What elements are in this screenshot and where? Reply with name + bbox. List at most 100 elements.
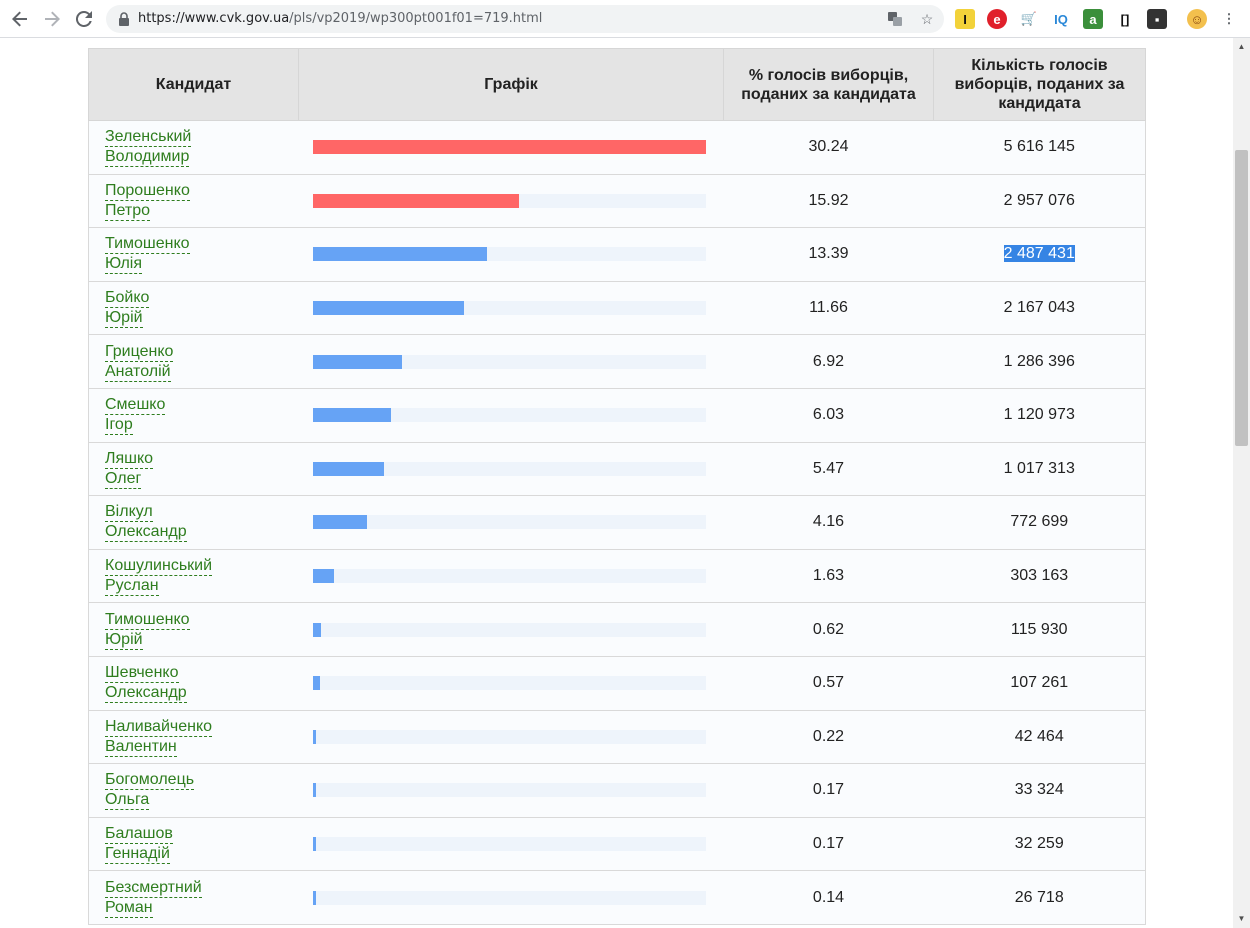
chart-cell	[298, 602, 724, 657]
candidate-name: Шевченко Олександр	[105, 663, 299, 704]
candidate-surname-link[interactable]: Шевченко	[105, 664, 179, 684]
candidate-firstname-link[interactable]: Юрій	[105, 630, 143, 650]
candidate-name: Тимошенко Юрій	[105, 610, 299, 650]
candidate-surname-link[interactable]: Смешко	[105, 396, 166, 416]
candidate-firstname-link[interactable]: Олександр	[105, 684, 187, 704]
candidate-firstname-link[interactable]: Юрій	[105, 309, 143, 329]
candidate-name: Богомолець Ольга	[105, 770, 299, 811]
candidate-surname-link[interactable]: Ляшко	[105, 449, 154, 469]
chart-cell	[298, 334, 724, 389]
extension-red-circle-icon[interactable]: e	[987, 9, 1007, 29]
bar-track	[312, 247, 706, 262]
bar-track	[312, 354, 706, 369]
bar-track	[312, 515, 706, 530]
translate-icon[interactable]	[886, 10, 904, 28]
address-bar[interactable]: https://www.cvk.gov.ua/pls/vp2019/wp300p…	[106, 5, 944, 33]
scroll-down-icon[interactable]: ▼	[1237, 914, 1246, 923]
candidate-surname-link[interactable]: Вілкул	[105, 503, 153, 523]
candidate-firstname-link[interactable]: Роман	[105, 898, 153, 918]
menu-kebab-icon[interactable]: ⋮	[1222, 11, 1236, 26]
table-row: Ляшко Олег 5.47 1 017 313	[88, 442, 1146, 497]
scroll-thumb[interactable]	[1235, 150, 1248, 446]
candidate-name: Наливайченко Валентин	[105, 717, 299, 757]
table-row: Богомолець Ольга 0.17 33 324	[88, 763, 1146, 818]
candidate-firstname-link[interactable]: Юлія	[105, 255, 142, 275]
page-scrollbar[interactable]: ▲ ▼	[1233, 38, 1250, 928]
candidate-firstname-link[interactable]: Анатолій	[105, 362, 171, 382]
votes-cell: 2 957 076	[933, 174, 1146, 229]
profile-avatar-icon[interactable]: ☺	[1187, 9, 1207, 29]
candidate-surname-link[interactable]: Зеленський	[105, 128, 192, 148]
candidate-cell: Гриценко Анатолій	[88, 334, 299, 389]
candidate-cell: Тимошенко Юлія	[88, 227, 299, 282]
candidate-cell: Вілкул Олександр	[88, 495, 299, 550]
candidate-firstname-link[interactable]: Геннадій	[105, 845, 170, 865]
candidate-surname-link[interactable]: Тимошенко	[105, 235, 190, 255]
candidate-cell: Зеленський Володимир	[88, 120, 299, 175]
percent-value: 4.16	[723, 495, 934, 550]
candidate-cell: Богомолець Ольга	[88, 763, 299, 818]
candidate-firstname-link[interactable]: Петро	[105, 201, 150, 221]
votes-value: 2 487 431	[1003, 245, 1075, 263]
candidate-cell: Балашов Геннадій	[88, 817, 299, 872]
extension-cart-icon[interactable]: 🛒	[1020, 11, 1038, 26]
extension-iq-icon[interactable]: IQ	[1054, 11, 1068, 27]
candidate-surname-link[interactable]: Гриценко	[105, 342, 174, 362]
bar-fill	[312, 408, 391, 423]
candidate-cell: Смешко Ігор	[88, 388, 299, 443]
candidate-surname-link[interactable]: Богомолець	[105, 771, 195, 791]
bar-fill	[312, 729, 316, 744]
bar-fill	[312, 783, 316, 798]
table-row: Бойко Юрій 11.66 2 167 043	[88, 281, 1146, 336]
scroll-up-icon[interactable]: ▲	[1237, 42, 1246, 51]
candidate-firstname-link[interactable]: Володимир	[105, 148, 190, 168]
chart-cell	[298, 281, 724, 336]
votes-cell: 1 286 396	[933, 334, 1146, 389]
chart-cell	[298, 495, 724, 550]
candidate-surname-link[interactable]: Балашов	[105, 825, 173, 845]
back-icon[interactable]	[7, 6, 33, 32]
votes-value: 1 286 396	[1003, 352, 1075, 370]
chart-cell	[298, 763, 724, 818]
votes-cell: 303 163	[933, 549, 1146, 604]
candidate-firstname-link[interactable]: Руслан	[105, 577, 159, 597]
candidate-name: Зеленський Володимир	[105, 127, 299, 168]
star-icon[interactable]: ☆	[920, 10, 934, 27]
candidate-firstname-link[interactable]: Олег	[105, 469, 142, 489]
candidate-surname-link[interactable]: Бойко	[105, 289, 150, 309]
extension-translate-icon[interactable]: a	[1083, 9, 1103, 29]
extension-yandex-icon[interactable]: I	[955, 9, 975, 29]
votes-cell: 115 930	[933, 602, 1146, 657]
bar-fill	[312, 247, 487, 262]
chart-cell	[298, 710, 724, 765]
votes-value: 5 616 145	[1003, 138, 1075, 156]
address-url[interactable]: https://www.cvk.gov.ua/pls/vp2019/wp300p…	[138, 11, 542, 26]
extension-bracket-icon[interactable]: []	[1120, 11, 1130, 27]
bar-fill	[312, 140, 706, 155]
chart-cell	[298, 120, 724, 175]
candidate-firstname-link[interactable]: Олександр	[105, 523, 187, 543]
chart-cell	[298, 870, 724, 925]
candidate-surname-link[interactable]: Кошулинський	[105, 557, 213, 577]
votes-cell: 1 017 313	[933, 442, 1146, 497]
bar-track	[312, 729, 706, 744]
candidate-surname-link[interactable]: Наливайченко	[105, 717, 213, 737]
table-row: Гриценко Анатолій 6.92 1 286 396	[88, 334, 1146, 389]
table-row: Тимошенко Юрій 0.62 115 930	[88, 602, 1146, 657]
votes-value: 26 718	[1014, 888, 1064, 906]
percent-value: 0.17	[723, 817, 934, 872]
forward-icon[interactable]	[39, 6, 65, 32]
bar-track	[312, 890, 706, 905]
candidate-surname-link[interactable]: Безсмертний	[105, 878, 202, 898]
candidate-firstname-link[interactable]: Ольга	[105, 791, 150, 811]
candidate-firstname-link[interactable]: Ігор	[105, 416, 133, 436]
extension-badge-icon[interactable]: ▪	[1147, 9, 1167, 29]
lock-icon[interactable]	[116, 11, 132, 27]
reload-icon[interactable]	[71, 6, 97, 32]
candidate-surname-link[interactable]: Тимошенко	[105, 610, 190, 630]
candidate-name: Тимошенко Юлія	[105, 234, 299, 275]
votes-cell: 2 487 431	[933, 227, 1146, 282]
candidate-surname-link[interactable]: Порошенко	[105, 181, 190, 201]
percent-value: 0.62	[723, 602, 934, 657]
candidate-firstname-link[interactable]: Валентин	[105, 737, 177, 757]
